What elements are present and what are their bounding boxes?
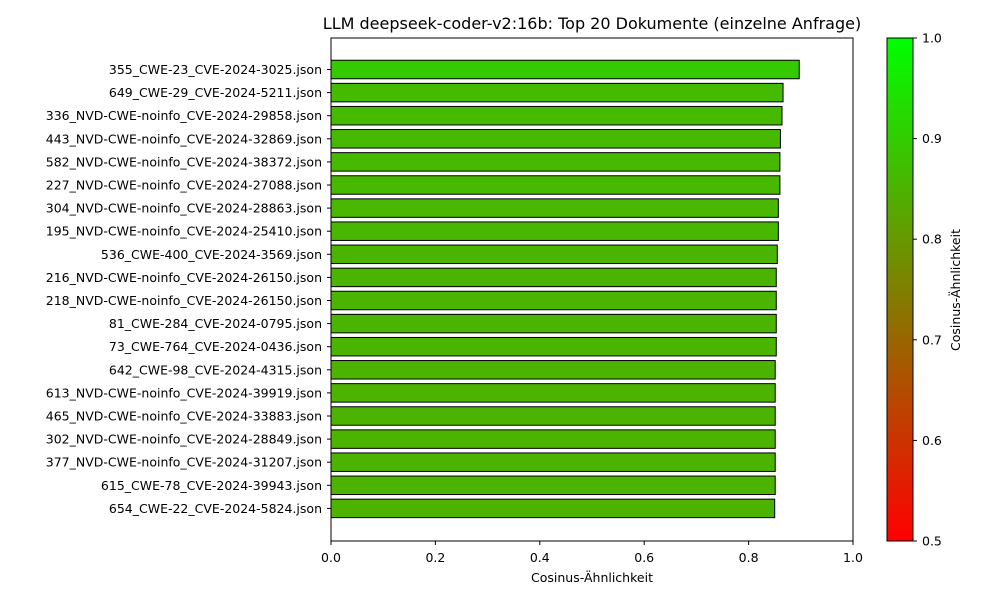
y-tick-label: 649_CWE-29_CVE-2024-5211.json [109,85,322,100]
colorbar-ticks: 0.5 0.6 0.7 0.8 0.9 1.0 [913,31,942,549]
bar [330,475,776,496]
colorbar [886,37,914,542]
bar [330,498,776,519]
chart-title: LLM deepseek-coder-v2:16b: Top 20 Dokume… [323,14,861,33]
bar [330,290,777,311]
bar [330,383,776,403]
colorbar-tick-label: 1.0 [922,31,942,46]
x-tick-label: 0.6 [634,550,654,565]
y-tick-label: 218_NVD-CWE-noinfo_CVE-2024-26150.json [46,293,322,308]
x-tick-label: 1.0 [843,550,863,565]
bar [330,129,781,149]
y-tick-label: 582_NVD-CWE-noinfo_CVE-2024-38372.json [46,154,322,169]
bar [330,452,776,472]
bar [330,59,800,80]
bar [330,406,776,426]
x-tick-label: 0.2 [425,550,445,565]
plot-frame [330,37,854,542]
y-tick-label: 81_CWE-284_CVE-2024-0795.json [109,316,322,331]
colorbar-tick-label: 0.6 [922,433,942,448]
bar [330,313,777,334]
y-tick-label: 355_CWE-23_CVE-2024-3025.json [109,62,322,77]
bar [330,244,778,265]
colorbar-tick-label: 0.9 [922,131,942,146]
y-tick-label: 642_CWE-98_CVE-2024-4315.json [109,362,322,377]
bars-layer [330,59,800,519]
x-tick-label: 0.8 [739,550,759,565]
colorbar-tick-label: 0.7 [922,332,942,347]
y-tick-label: 536_CWE-400_CVE-2024-3569.json [101,247,322,262]
bar [330,105,783,126]
y-tick-label: 302_NVD-CWE-noinfo_CVE-2024-28849.json [46,432,322,447]
x-axis-label: Cosinus-Ähnlichkeit [531,570,653,585]
bar [330,267,777,288]
y-tick-label: 654_CWE-22_CVE-2024-5824.json [109,501,322,516]
colorbar-tick-label: 0.5 [922,534,942,549]
y-tick-label: 336_NVD-CWE-noinfo_CVE-2024-29858.json [46,108,322,123]
y-tick-label: 613_NVD-CWE-noinfo_CVE-2024-39919.json [46,385,322,400]
x-tick-label: 0.0 [321,550,341,565]
colorbar-label: Cosinus-Ähnlichkeit [948,229,963,351]
y-tick-label: 195_NVD-CWE-noinfo_CVE-2024-25410.json [46,224,322,239]
y-tick-label: 615_CWE-78_CVE-2024-39943.json [101,478,322,493]
x-tick-label: 0.4 [530,550,550,565]
colorbar-tick-label: 0.8 [922,232,942,247]
bar [330,221,779,241]
y-tick-label: 73_CWE-764_CVE-2024-0436.json [109,339,322,354]
y-tick-label: 465_NVD-CWE-noinfo_CVE-2024-33883.json [46,409,322,424]
y-tick-label: 216_NVD-CWE-noinfo_CVE-2024-26150.json [46,270,322,285]
x-axis: 0.0 0.2 0.4 0.6 0.8 1.0 [321,541,863,565]
bar [330,429,776,449]
y-axis: 355_CWE-23_CVE-2024-3025.json 649_CWE-29_… [46,62,331,516]
y-tick-label: 377_NVD-CWE-noinfo_CVE-2024-31207.json [46,455,322,470]
bar [330,82,784,103]
bar [330,336,777,357]
y-tick-label: 227_NVD-CWE-noinfo_CVE-2024-27088.json [46,178,322,193]
bar [330,152,781,172]
bar [330,360,776,380]
y-tick-label: 304_NVD-CWE-noinfo_CVE-2024-28863.json [46,201,322,216]
y-tick-label: 443_NVD-CWE-noinfo_CVE-2024-32869.json [46,131,322,146]
bar [330,175,781,195]
bar [330,198,779,218]
